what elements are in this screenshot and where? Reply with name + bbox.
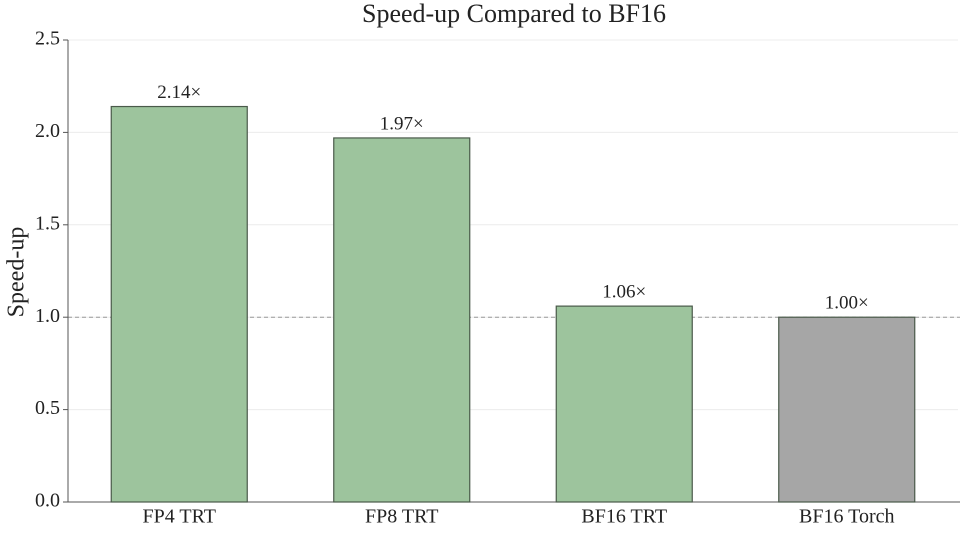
value-label: 2.14× bbox=[157, 82, 201, 103]
y-tick-label: 1.5 bbox=[35, 212, 60, 234]
y-tick-label: 0.0 bbox=[35, 490, 60, 512]
x-tick-label: BF16 TRT bbox=[581, 506, 667, 528]
y-tick-label: 2.5 bbox=[35, 28, 60, 50]
value-label: 1.97× bbox=[380, 113, 424, 134]
x-tick-label: BF16 Torch bbox=[799, 506, 894, 528]
value-label: 1.06× bbox=[602, 281, 646, 302]
x-tick-label: FP4 TRT bbox=[143, 506, 216, 528]
bar bbox=[333, 137, 471, 503]
y-tick-label: 0.5 bbox=[35, 397, 60, 419]
x-tick-label: FP8 TRT bbox=[365, 506, 438, 528]
y-tick-label: 2.0 bbox=[35, 120, 60, 142]
chart-title: Speed-up Compared to BF16 bbox=[362, 0, 666, 28]
value-label: 1.00× bbox=[825, 293, 869, 314]
bar bbox=[778, 316, 916, 503]
bar bbox=[555, 305, 693, 503]
bar bbox=[110, 105, 248, 503]
y-tick-label: 1.0 bbox=[35, 305, 60, 327]
y-axis-label: Speed-up bbox=[4, 227, 30, 318]
